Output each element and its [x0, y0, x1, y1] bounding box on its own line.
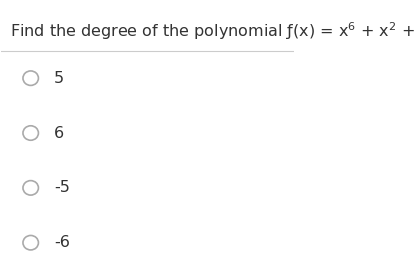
Text: -6: -6 [54, 235, 70, 250]
Text: 5: 5 [54, 71, 64, 86]
Text: 6: 6 [54, 125, 64, 140]
Text: -5: -5 [54, 180, 70, 195]
Text: Find the degree of the polynomial ƒ(x) = x$^6$ + x$^2$ + 5x.: Find the degree of the polynomial ƒ(x) =… [10, 20, 417, 42]
